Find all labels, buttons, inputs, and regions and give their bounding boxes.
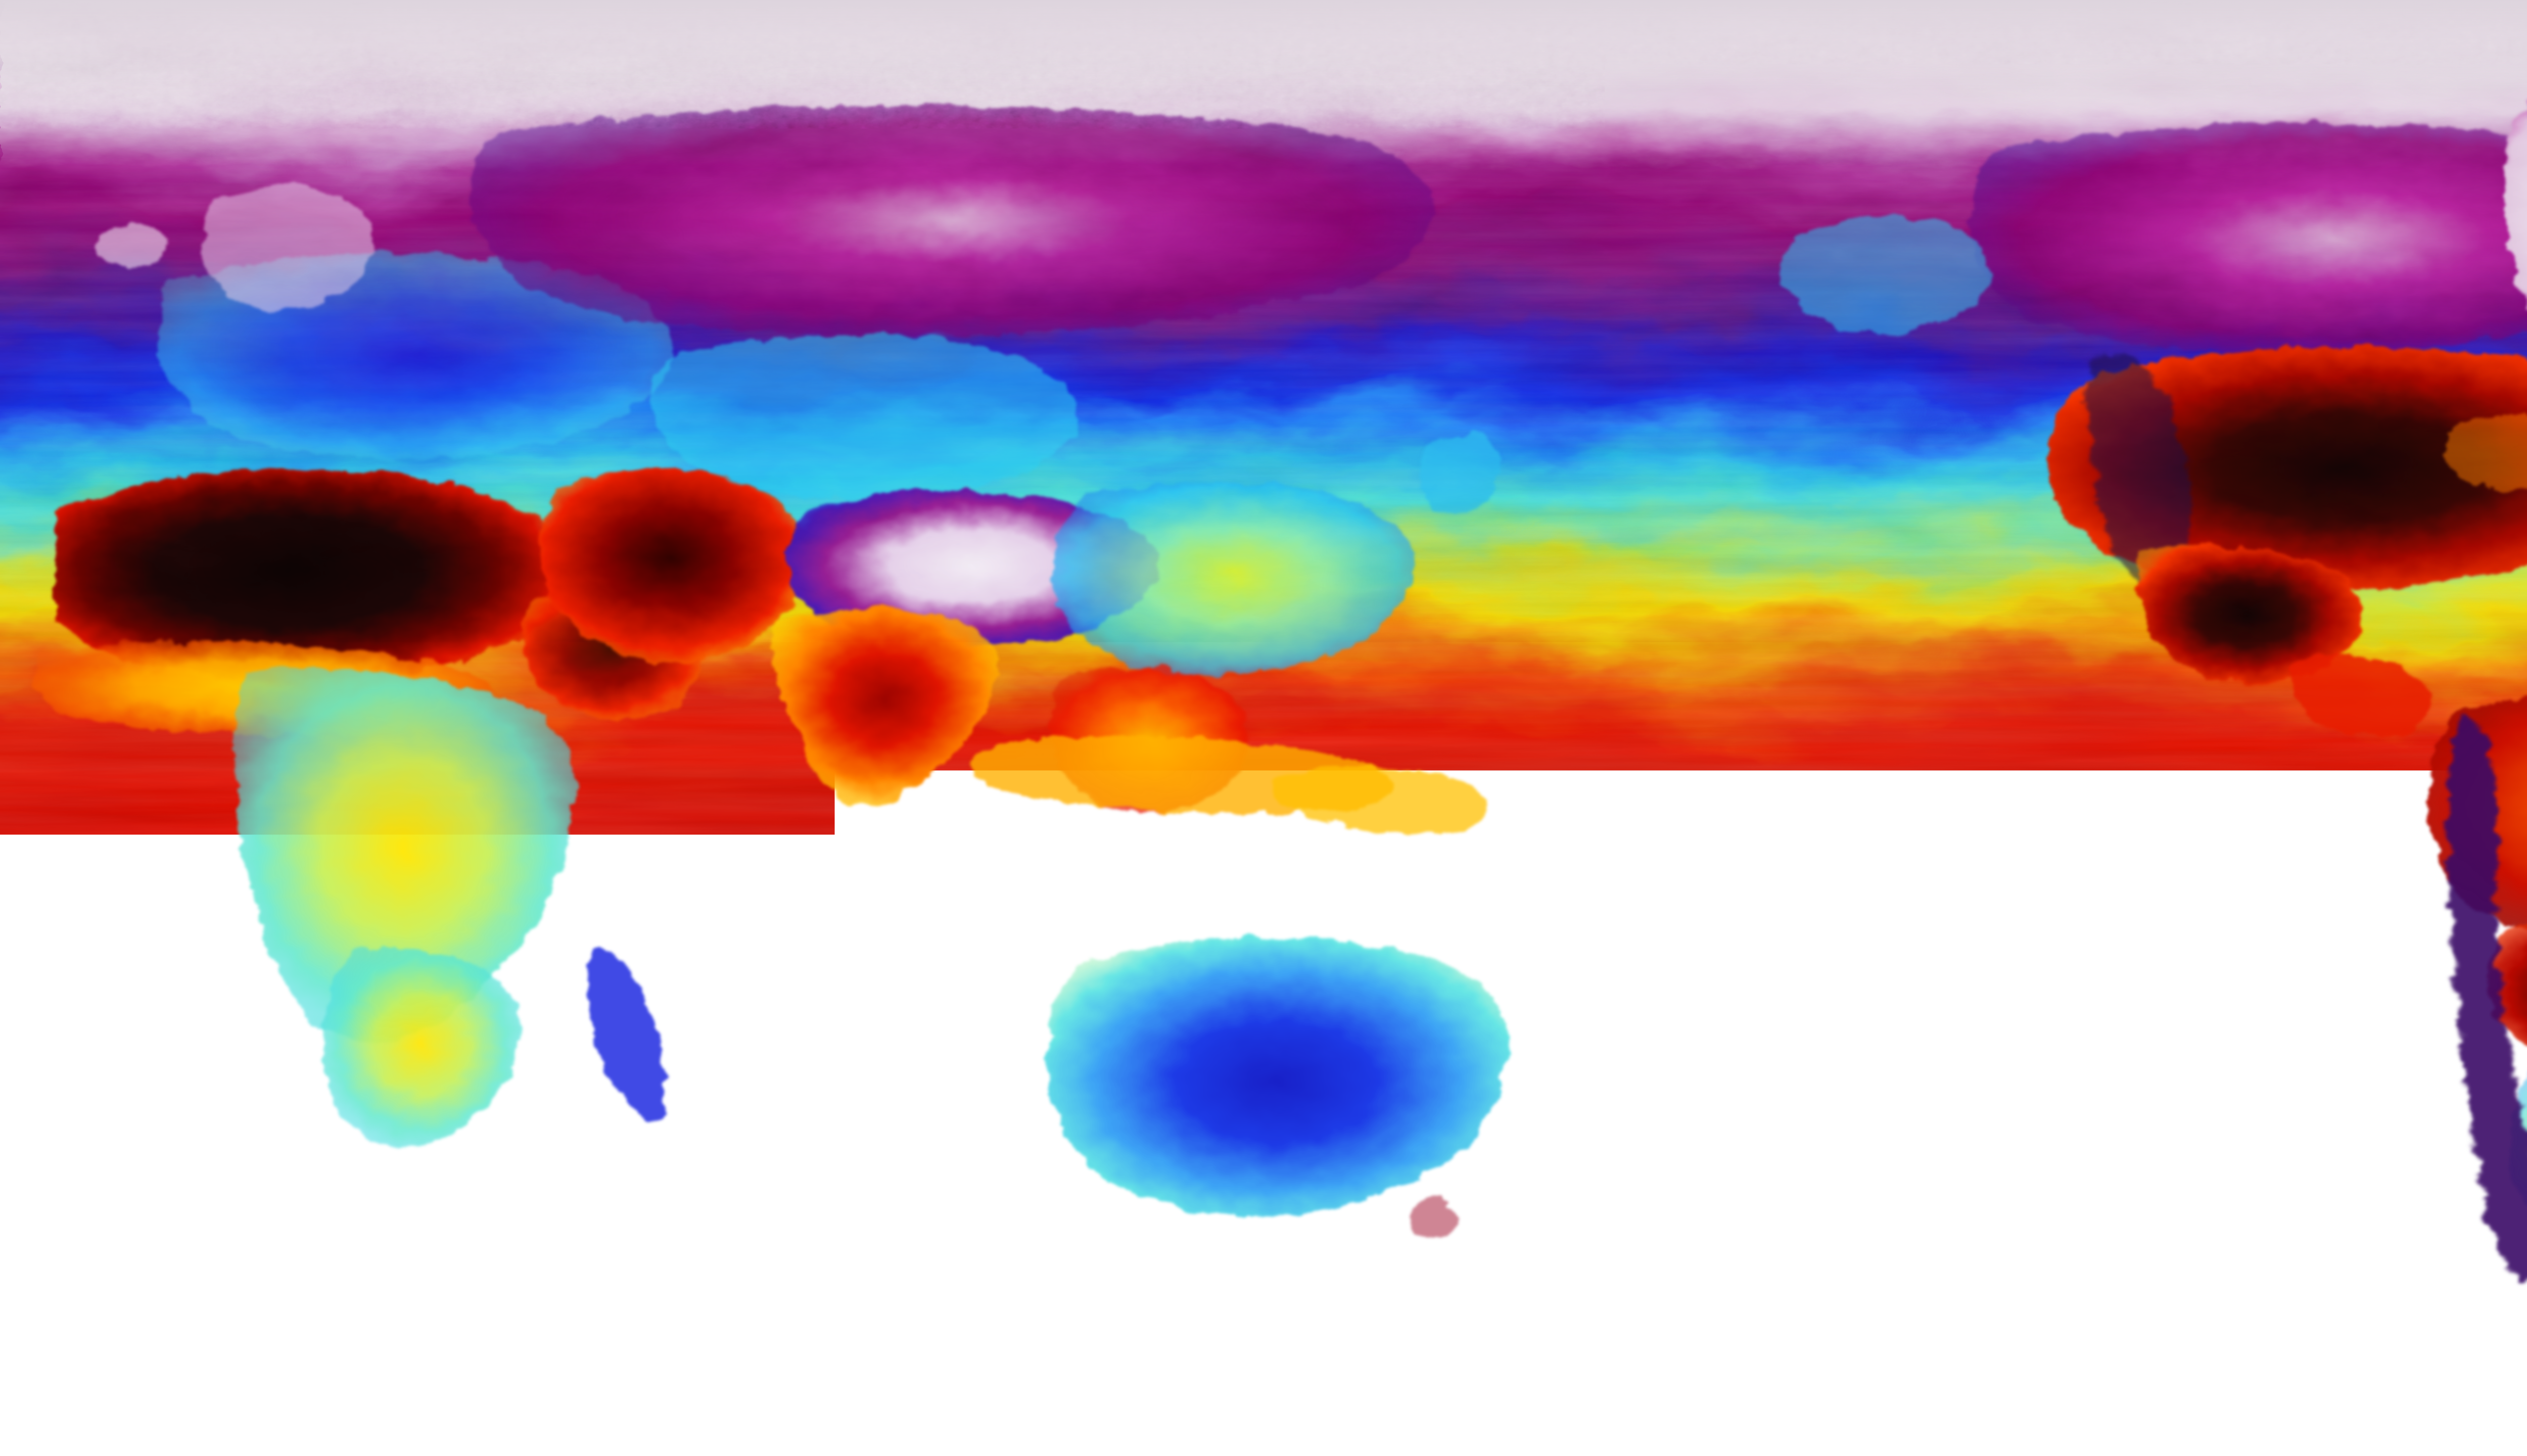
temperature-map-canvas [0,0,2527,1456]
polar-edge-reinforce-layer [0,0,2527,1456]
